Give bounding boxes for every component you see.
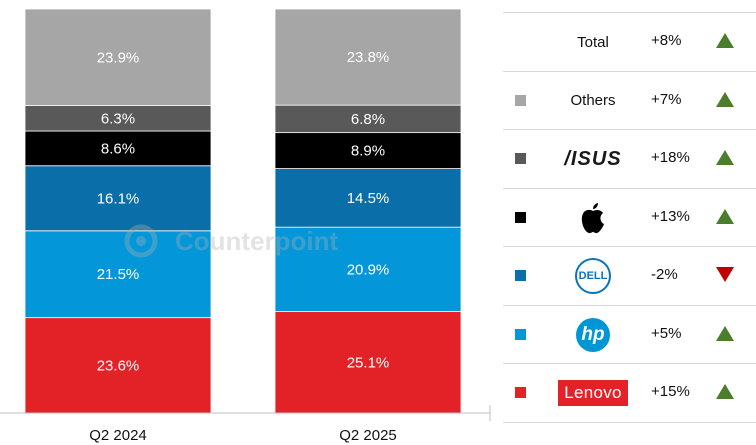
legend-row-total: Total +8% — [503, 12, 756, 71]
growth-value: +5% — [651, 324, 682, 342]
data-label-dell-1: 14.5% — [347, 190, 390, 207]
triangle-up-icon — [716, 150, 734, 165]
stacked-bar-chart: 23.6% 21.5% 16.1% 8.6% 6.3% 23.9% 25.1% 20.9% 14… — [0, 8, 491, 444]
data-label-hp-1: 20.9% — [347, 261, 390, 278]
watermark-text: Counterpoint — [175, 226, 339, 256]
data-label-asus-0: 6.3% — [101, 110, 135, 127]
triangle-up-icon — [716, 384, 734, 399]
bar-segment-lenovo-1 — [274, 311, 462, 414]
lenovo-logo: Lenovo — [548, 372, 638, 414]
legend-row-asus: /ISUS +18% — [503, 129, 756, 188]
legend-row-hp: hp +5% — [503, 304, 756, 364]
x-tick-labels: Q2 2024 Q2 2025 — [89, 427, 397, 444]
bar-segment-lenovo-0 — [24, 317, 212, 414]
data-label-dell-0: 16.1% — [97, 190, 140, 207]
triangle-down-icon — [716, 267, 734, 282]
legend-table: Total +8% Others +7% /ISUS +18% +13% DELL -2% hp +… — [503, 12, 756, 423]
triangle-up-icon — [716, 91, 734, 107]
legend-label: Total — [577, 33, 609, 51]
bar-segment-others-0 — [24, 8, 212, 106]
triangle-up-icon — [716, 208, 734, 224]
hp-logo: hp — [548, 314, 638, 356]
bars: 23.6% 21.5% 16.1% 8.6% 6.3% 23.9% 25.1% 20.9% 14… — [24, 8, 462, 414]
bar-segment-dell-1 — [274, 168, 462, 228]
bar-segment-apple-1 — [274, 132, 462, 169]
data-label-apple-0: 8.6% — [101, 140, 135, 157]
legend-swatch — [515, 153, 526, 164]
data-label-hp-0: 21.5% — [97, 266, 140, 283]
legend-row-apple: +13% — [503, 187, 756, 247]
dell-logo: DELL — [548, 255, 638, 297]
triangle-up-icon — [716, 325, 734, 341]
asus-logo: /ISUS — [564, 147, 622, 170]
legend-swatch — [515, 94, 526, 106]
legend-swatch — [515, 211, 526, 223]
legend-swatch — [515, 387, 526, 398]
data-label-lenovo-0: 23.6% — [97, 357, 140, 374]
x-tick-label-1: Q2 2025 — [339, 427, 397, 444]
growth-value: -2% — [651, 266, 678, 283]
growth-value: +15% — [651, 383, 690, 400]
growth-value: +8% — [651, 32, 682, 49]
legend-label: Others — [570, 92, 616, 109]
bar-segment-others-1 — [274, 8, 462, 106]
legend-swatch — [515, 328, 526, 340]
apple-logo-icon — [548, 197, 638, 239]
bar-segment-asus-1 — [274, 104, 462, 134]
legend-row-others: Others +7% — [503, 70, 756, 130]
legend-row-lenovo: Lenovo +15% — [503, 363, 756, 423]
data-label-lenovo-1: 25.1% — [347, 354, 390, 371]
bar-segment-hp-0 — [24, 230, 212, 319]
legend-swatch — [515, 270, 526, 281]
x-tick-label-0: Q2 2024 — [89, 427, 147, 444]
data-label-asus-1: 6.8% — [351, 111, 385, 128]
triangle-up-icon — [716, 33, 734, 48]
counterpoint-watermark: Counterpoint — [124, 224, 339, 258]
growth-value: +13% — [651, 207, 690, 225]
legend-row-dell: DELL -2% — [503, 246, 756, 305]
bar-segment-hp-1 — [274, 226, 462, 312]
data-label-others-0: 23.9% — [97, 49, 140, 66]
bar-segment-apple-0 — [24, 130, 212, 167]
bar-segment-asus-0 — [24, 105, 212, 132]
growth-value: +18% — [651, 149, 690, 166]
growth-value: +7% — [651, 90, 682, 108]
data-label-apple-1: 8.9% — [351, 143, 385, 160]
data-label-others-1: 23.8% — [347, 49, 390, 66]
